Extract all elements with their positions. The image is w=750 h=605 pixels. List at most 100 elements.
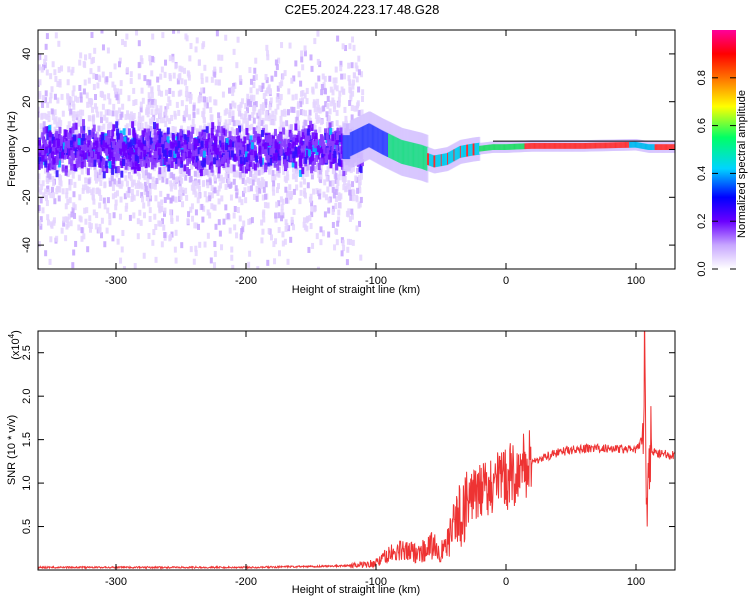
heatmap-cell [43,112,47,119]
heatmap-cell [191,215,195,222]
heatmap-cell [239,163,243,171]
heatmap-cell [205,102,209,109]
heatmap-cell [339,60,343,67]
heatmap-cell [46,219,50,226]
heatmap-cell [241,146,245,154]
heatmap-cell [173,150,177,158]
heatmap-cell [180,187,184,194]
heatmap-cell [160,145,164,153]
heatmap-cell [310,166,314,174]
heatmap-cell [229,103,233,110]
heatmap-cell [41,101,45,108]
heatmap-cell [197,193,201,200]
heatmap-cell [156,108,160,115]
heatmap-cell [92,72,96,79]
heatmap-cell [281,240,285,247]
heatmap-cell [134,99,138,106]
heatmap-cell [248,159,252,167]
heatmap-cell [175,136,179,144]
heatmap-cell [189,175,193,182]
heatmap-cell [338,90,342,97]
heatmap-cell [303,128,307,136]
heatmap-cell [152,132,156,139]
heatmap-cell [91,193,95,200]
heatmap-cell [288,184,292,191]
heatmap-cell [44,43,48,50]
heatmap-cell [60,65,64,72]
heatmap-cell [274,70,278,77]
heatmap-cell [137,62,141,69]
heatmap-cell [69,140,73,148]
heatmap-cell [130,188,134,195]
heatmap-cell [248,250,252,257]
heatmap-cell [329,143,333,151]
heatmap-cell [106,123,110,130]
heatmap-cell [195,155,199,163]
heatmap-cell [249,87,253,94]
heatmap-cell [152,121,156,129]
heatmap-cell [184,33,188,40]
heatmap-cell [64,168,68,176]
heatmap-cell [183,67,187,74]
heatmap-cell [84,218,88,225]
heatmap-cell [357,86,361,93]
heatmap-cell [112,157,116,165]
heatmap-cell [213,262,217,269]
heatmap-cell [75,161,79,169]
heatmap-cell [151,143,155,151]
heatmap-cell [253,131,257,139]
heatmap-cell [339,146,343,154]
heatmap-cell [69,108,73,115]
heatmap-cell [182,170,186,177]
heatmap-cell [331,205,335,212]
heatmap-cell [274,216,278,223]
heatmap-cell [145,109,149,116]
heatmap-cell [163,71,167,78]
heatmap-cell [299,136,303,144]
heatmap-cell [151,176,155,183]
heatmap-cell [117,139,121,147]
heatmap-cell [86,101,90,108]
heatmap-cell [311,140,315,148]
heatmap-cell [198,241,202,248]
heatmap-cell [289,150,293,158]
heatmap-cell [260,85,264,92]
heatmap-cell [38,54,41,61]
heatmap-cell [238,134,242,141]
heatmap-cell [132,194,136,201]
heatmap-cell [331,180,335,187]
heatmap-cell [59,144,63,152]
heatmap-cell [316,145,320,153]
heatmap-cell [260,120,264,127]
heatmap-cell [80,149,84,157]
heatmap-cell [124,175,128,182]
heatmap-cell [217,130,221,137]
heatmap-cell [186,136,190,144]
heatmap-cell [94,146,98,154]
heatmap-cell [187,91,191,98]
heatmap-cell [98,155,102,163]
heatmap-cell [157,201,161,208]
heatmap-cell [344,186,348,193]
heatmap-cell [348,43,352,50]
heatmap-cell [41,180,45,187]
heatmap-cell [173,246,177,253]
heatmap-cell [332,106,336,113]
heatmap-cell [103,94,107,101]
heatmap-cell [150,118,154,125]
heatmap-cell [345,183,349,190]
heatmap-cell [242,128,246,135]
heatmap-cell [44,97,48,104]
heatmap-cell [348,99,352,106]
heatmap-cell [54,75,58,82]
heatmap-cell [230,142,234,150]
heatmap-cell [232,83,236,90]
heatmap-cell [100,137,104,145]
heatmap-cell [241,177,245,184]
heatmap-cell [111,184,115,191]
heatmap-cell [220,126,224,134]
heatmap-cell [41,95,45,102]
heatmap-cell [234,185,238,192]
heatmap-cell [132,87,136,94]
heatmap-cell [259,156,263,164]
